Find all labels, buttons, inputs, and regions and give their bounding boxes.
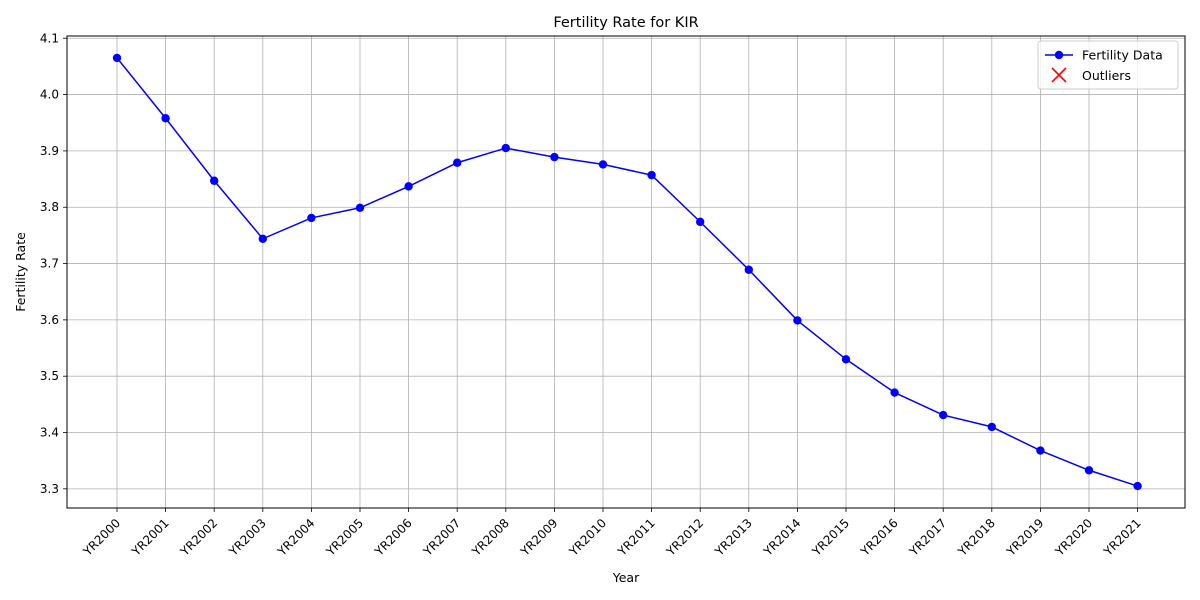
- grid-lines: [67, 36, 1185, 508]
- x-axis-label: Year: [612, 570, 640, 585]
- series-line: [116, 57, 1138, 487]
- y-tick-label: 3.8: [40, 200, 59, 214]
- legend-box: [1037, 40, 1179, 90]
- legend-label-fertility: Fertility Data: [1082, 48, 1163, 63]
- data-point: [1036, 446, 1045, 455]
- chart-title: Fertility Rate for KIR: [553, 15, 698, 31]
- data-point: [744, 265, 753, 274]
- y-tick-label: 3.4: [40, 426, 59, 440]
- y-tick-label: 3.6: [40, 313, 59, 327]
- data-point: [647, 170, 656, 180]
- data-point: [841, 355, 851, 364]
- legend: Fertility Data Outliers: [1037, 40, 1179, 90]
- legend-outlier-swatch: [1051, 67, 1067, 83]
- data-point: [1084, 466, 1094, 475]
- data-point: [355, 203, 365, 212]
- data-point: [696, 217, 705, 227]
- data-point: [258, 234, 267, 243]
- data-point: [307, 213, 316, 223]
- y-tick-label: 3.9: [40, 144, 59, 158]
- data-point: [890, 388, 899, 397]
- data-point: [939, 410, 948, 420]
- legend-marker-swatch: [1054, 50, 1064, 60]
- legend-label-outliers: Outliers: [1082, 68, 1131, 83]
- y-axis-label: Fertility Rate: [13, 232, 28, 312]
- data-point: [793, 316, 802, 325]
- data-point: [112, 53, 122, 63]
- y-tick-label: 3.5: [40, 369, 59, 383]
- data-point: [453, 158, 462, 167]
- y-tick-label: 3.3: [40, 482, 59, 496]
- data-point: [987, 422, 996, 432]
- plot-frame: [66, 35, 1186, 509]
- data-point: [404, 182, 413, 191]
- data-point: [1133, 481, 1142, 491]
- data-point: [161, 114, 170, 123]
- y-tick-label: 4.1: [40, 31, 59, 45]
- series-layer: [112, 53, 1142, 491]
- data-point: [210, 176, 219, 185]
- data-point: [501, 143, 510, 153]
- data-point: [598, 160, 608, 169]
- y-tick-label: 4.0: [40, 88, 59, 102]
- data-point: [550, 152, 559, 162]
- y-tick-label: 3.7: [40, 257, 59, 271]
